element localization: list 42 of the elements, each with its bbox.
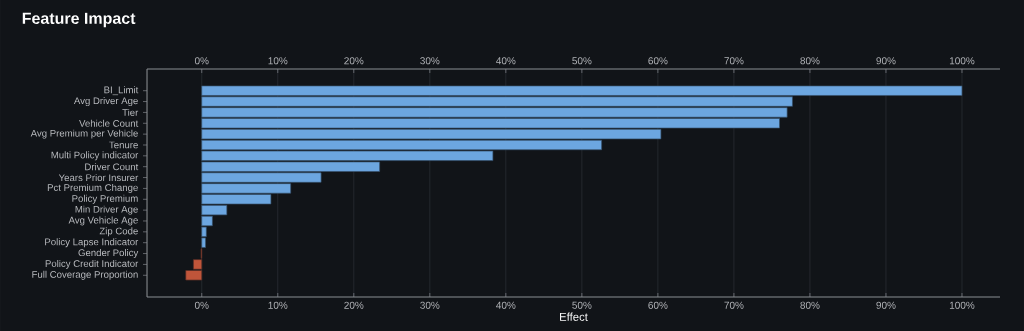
y-tick-label: Years Prior Insurer [58, 174, 139, 182]
y-tick-label: Gender Policy [78, 249, 139, 259]
y-tick-label: Pct Premium Change [47, 183, 138, 193]
x-tick-label: 30% [420, 301, 440, 309]
y-tick-label: Policy Premium [72, 194, 138, 204]
x-tick-label: 100% [949, 301, 975, 309]
x-tick-label: 50% [572, 301, 592, 309]
y-tick-label: Avg Driver Age [73, 97, 138, 107]
chart-title: Feature Impact [22, 12, 136, 28]
x-tick-label: 40% [496, 301, 516, 309]
y-tick-label: Avg Vehicle Age [68, 216, 138, 226]
y-tick-label: Multi Policy indicator [51, 151, 139, 161]
y-tick-label: Driver Count [85, 163, 139, 171]
y-tick-label: Tenure [109, 141, 138, 149]
x-tick-label: 90% [876, 301, 896, 309]
y-tick-label: Policy Credit Indicator [45, 259, 139, 269]
x2-tick-label: 50% [572, 57, 592, 65]
x-tick-label: 20% [344, 301, 364, 309]
x2-tick-label: 90% [876, 57, 896, 65]
x2-tick-label: 30% [420, 57, 440, 65]
x-tick-label: 70% [724, 301, 744, 309]
x-tick-label: 0% [194, 301, 209, 309]
y-tick-label: Zip Code [99, 227, 138, 237]
y-tick-label: Avg Premium per Vehicle [30, 129, 138, 139]
y-tick-label: Min Driver Age [75, 205, 138, 215]
y-tick-label: Policy Lapse Indicator [45, 238, 139, 248]
x2-tick-label: 60% [648, 57, 668, 65]
y-tick-label: BI_Limit [104, 86, 139, 96]
y-tick-label: Full Coverage Proportion [32, 270, 138, 280]
x-tick-label: 80% [800, 301, 820, 309]
x2-tick-label: 20% [344, 57, 364, 65]
x2-tick-label: 40% [496, 57, 516, 65]
x2-tick-label: 80% [800, 57, 820, 65]
x2-tick-label: 100% [949, 57, 975, 65]
y-tick-label: Tier [122, 108, 139, 116]
x-tick-label: 60% [648, 301, 668, 309]
x-axis-title: Effect [560, 312, 588, 321]
x2-tick-label: 0% [194, 57, 209, 65]
x2-tick-label: 10% [268, 57, 288, 65]
x-tick-label: 10% [268, 301, 288, 309]
x2-tick-label: 70% [724, 57, 744, 65]
y-tick-label: Vehicle Count [79, 119, 139, 127]
